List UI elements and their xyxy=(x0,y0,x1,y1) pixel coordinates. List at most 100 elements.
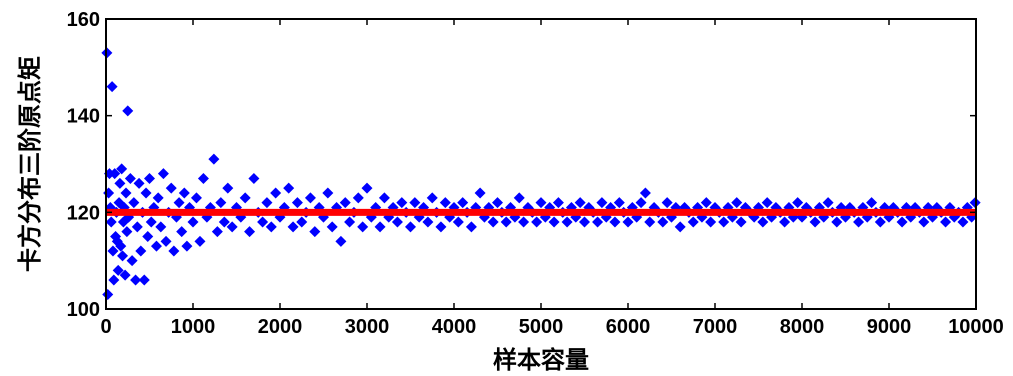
data-point xyxy=(452,216,464,228)
data-point xyxy=(361,182,373,194)
data-point xyxy=(474,187,486,199)
data-point xyxy=(487,216,499,228)
x-tick-label: 3000 xyxy=(345,316,390,338)
data-point xyxy=(918,216,930,228)
data-point xyxy=(500,216,512,228)
data-point xyxy=(244,226,256,238)
ticks-layer xyxy=(105,18,977,310)
data-point xyxy=(561,216,573,228)
y-axis-title: 卡方分布三阶原点矩 xyxy=(16,56,44,272)
data-point xyxy=(718,216,730,228)
data-point xyxy=(211,226,223,238)
data-point xyxy=(287,221,299,233)
data-point xyxy=(257,216,269,228)
data-point xyxy=(135,245,147,257)
data-point xyxy=(513,192,525,204)
data-point xyxy=(409,197,421,209)
data-point xyxy=(181,240,193,252)
data-point xyxy=(108,274,120,286)
data-point xyxy=(160,235,172,247)
data-point xyxy=(187,216,199,228)
data-point xyxy=(176,226,188,238)
data-point xyxy=(339,197,351,209)
x-tick-label: 7000 xyxy=(693,316,738,338)
x-tick-label: 0 xyxy=(100,316,111,338)
data-point xyxy=(109,168,121,180)
data-point xyxy=(291,197,303,209)
data-point xyxy=(155,221,167,233)
data-point xyxy=(700,197,712,209)
tick-labels-layer: 0 1000 2000 3000 4000 5000 6000 7000 8000 9000 100… xyxy=(67,9,1004,338)
data-point xyxy=(822,197,834,209)
data-point xyxy=(422,216,434,228)
data-point xyxy=(644,216,656,228)
data-point xyxy=(107,245,119,257)
data-point xyxy=(405,221,416,233)
data-point xyxy=(218,216,230,228)
data-point xyxy=(661,197,673,209)
data-point xyxy=(792,197,804,209)
data-point xyxy=(639,187,651,199)
data-point xyxy=(374,221,386,233)
data-point xyxy=(131,221,143,233)
data-point xyxy=(518,216,530,228)
data-point xyxy=(270,187,282,199)
data-point xyxy=(226,221,238,233)
data-point xyxy=(548,216,560,228)
data-point xyxy=(757,216,769,228)
data-point xyxy=(114,177,126,189)
data-point xyxy=(133,177,145,189)
data-point xyxy=(265,221,277,233)
data-point xyxy=(809,216,821,228)
data-point xyxy=(157,168,169,180)
data-point xyxy=(119,269,131,281)
y-tick-label: 140 xyxy=(67,106,100,128)
data-point xyxy=(531,216,543,228)
x-tick-label: 5000 xyxy=(519,316,564,338)
data-point xyxy=(304,192,316,204)
data-point xyxy=(140,187,152,199)
data-point xyxy=(613,197,625,209)
data-point xyxy=(116,163,128,175)
data-point xyxy=(145,216,157,228)
y-tick-label: 160 xyxy=(67,9,100,31)
data-point xyxy=(106,81,118,93)
data-point xyxy=(121,226,133,238)
data-point xyxy=(705,216,717,228)
x-tick-label: 4000 xyxy=(432,316,477,338)
data-point xyxy=(173,197,185,209)
data-point xyxy=(635,197,647,209)
data-point xyxy=(138,274,150,286)
data-point xyxy=(622,216,634,228)
data-point xyxy=(592,216,604,228)
data-point xyxy=(735,216,747,228)
data-point xyxy=(150,240,162,252)
data-point xyxy=(344,216,356,228)
data-point xyxy=(609,216,621,228)
data-point xyxy=(492,197,503,209)
data-point xyxy=(239,192,251,204)
data-point xyxy=(761,197,773,209)
data-point xyxy=(120,187,132,199)
data-point xyxy=(190,192,202,204)
data-point xyxy=(283,182,295,194)
data-point xyxy=(105,216,117,228)
data-point xyxy=(439,197,451,209)
data-point xyxy=(657,216,669,228)
y-tick-label: 100 xyxy=(67,299,100,321)
data-point xyxy=(124,173,136,184)
data-point xyxy=(215,197,227,209)
data-point xyxy=(178,187,190,199)
data-point xyxy=(831,216,843,228)
data-point xyxy=(552,197,564,209)
data-point xyxy=(596,197,608,209)
data-point xyxy=(309,226,321,238)
data-point xyxy=(426,192,438,204)
data-point xyxy=(115,240,127,252)
data-point xyxy=(102,289,114,300)
data-point xyxy=(465,221,477,233)
data-point xyxy=(144,173,155,184)
data-point xyxy=(957,216,969,228)
data-point xyxy=(117,250,129,262)
